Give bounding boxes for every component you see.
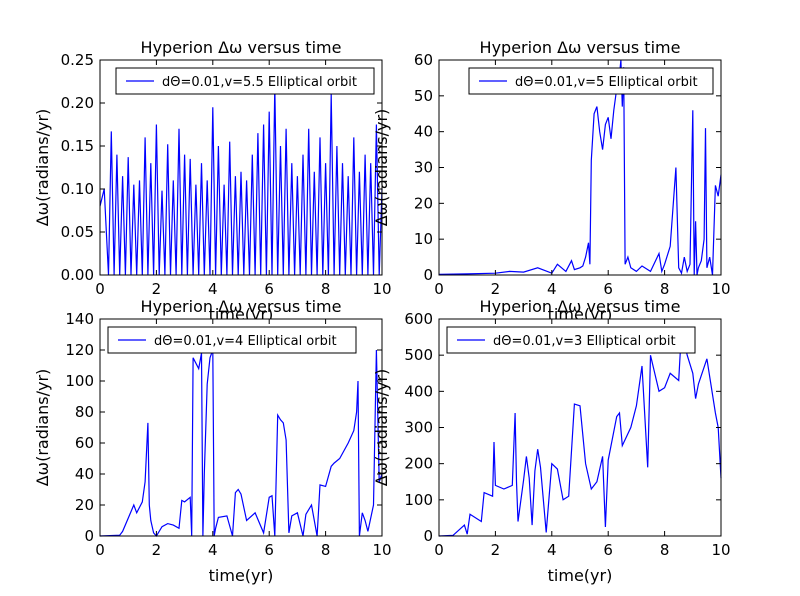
y-tick-label: 0.15 — [61, 137, 94, 155]
legend-label: dΘ=0.01,v=4 Elliptical orbit — [154, 334, 337, 349]
y-axis-label: Δω(radians/yr) — [372, 369, 391, 487]
y-tick-label: 140 — [65, 310, 94, 328]
plot-area — [439, 60, 721, 275]
x-tick-label: 4 — [208, 280, 218, 298]
series-line-1 — [99, 85, 383, 276]
x-tick-label: 2 — [152, 541, 162, 559]
x-tick-label: 0 — [434, 541, 444, 559]
x-tick-label: 0 — [95, 280, 105, 298]
y-tick-label: 10 — [414, 230, 433, 248]
chart-title: Hyperion Δω versus time — [480, 297, 681, 316]
y-tick-label: 60 — [75, 434, 94, 452]
y-tick-label: 120 — [65, 341, 94, 359]
series-line-1 — [438, 59, 722, 276]
y-tick-label: 40 — [75, 465, 94, 483]
x-tick-label: 10 — [711, 280, 730, 298]
x-tick-label: 10 — [372, 280, 391, 298]
x-tick-label: 0 — [434, 280, 444, 298]
legend: dΘ=0.01,v=5 Elliptical orbit — [468, 67, 714, 95]
y-tick-label: 0.05 — [61, 223, 94, 241]
legend-label: dΘ=0.01,v=3 Elliptical orbit — [493, 334, 676, 349]
legend-box — [107, 326, 357, 354]
x-tick-label: 2 — [491, 280, 501, 298]
chart-title: Hyperion Δω versus time — [141, 38, 342, 57]
legend-label: dΘ=0.01,v=5 Elliptical orbit — [515, 75, 698, 90]
y-tick-label: 500 — [404, 346, 433, 364]
legend-box — [468, 67, 714, 95]
y-tick-label: 0 — [423, 266, 433, 284]
x-tick-label: 10 — [372, 541, 391, 559]
y-axis-label: Δω(radians/yr) — [33, 109, 52, 227]
x-tick-label: 8 — [660, 541, 670, 559]
x-tick-label: 8 — [660, 280, 670, 298]
x-tick-label: 0 — [95, 541, 105, 559]
legend: dΘ=0.01,v=4 Elliptical orbit — [107, 326, 357, 354]
x-tick-label: 6 — [603, 541, 613, 559]
y-tick-label: 0.10 — [61, 180, 94, 198]
legend: dΘ=0.01,v=3 Elliptical orbit — [446, 326, 696, 354]
plot-area — [100, 319, 382, 536]
x-tick-label: 8 — [321, 541, 331, 559]
chart-panel-2: 0 2 4 6 8 10 0 10 20 30 40 50 60 Hyperion Δω versus t… — [372, 38, 731, 324]
legend-box — [446, 326, 696, 354]
x-tick-label: 4 — [208, 541, 218, 559]
y-tick-label: 0.25 — [61, 51, 94, 69]
chart-panel-1: 0 2 4 6 8 10 0.00 0.05 0.10 0.15 0.20 0.25 Hyperion … — [33, 38, 392, 324]
axes-frame — [99, 318, 383, 537]
x-tick-label: 10 — [711, 541, 730, 559]
x-tick-label: 6 — [264, 280, 274, 298]
y-tick-label: 0.20 — [61, 94, 94, 112]
y-tick-label: 80 — [75, 403, 94, 421]
x-tick-label: 6 — [603, 280, 613, 298]
y-tick-label: 50 — [414, 87, 433, 105]
y-tick-label: 20 — [414, 194, 433, 212]
x-tick-label: 8 — [321, 280, 331, 298]
x-axis-label: time(yr) — [209, 566, 274, 585]
x-tick-label: 6 — [264, 541, 274, 559]
x-tick-label: 2 — [491, 541, 501, 559]
y-tick-label: 300 — [404, 419, 433, 437]
chart-title: Hyperion Δω versus time — [141, 297, 342, 316]
series-line-1 — [99, 349, 383, 538]
y-tick-label: 20 — [75, 496, 94, 514]
y-tick-label: 400 — [404, 382, 433, 400]
y-tick-label: 0 — [84, 527, 94, 545]
y-tick-label: 60 — [414, 51, 433, 69]
legend-label: dΘ=0.01,v=5.5 Elliptical orbit — [162, 75, 357, 90]
y-tick-label: 100 — [404, 491, 433, 509]
chart-title: Hyperion Δω versus time — [480, 38, 681, 57]
x-axis-label: time(yr) — [548, 566, 613, 585]
axes-frame — [99, 59, 383, 276]
plot-area — [439, 319, 721, 536]
legend-box — [115, 67, 375, 95]
y-axis-label: Δω(radians/yr) — [33, 369, 52, 487]
y-axis-label: Δω(radians/yr) — [372, 109, 391, 227]
legend: dΘ=0.01,v=5.5 Elliptical orbit — [115, 67, 375, 95]
y-tick-label: 40 — [414, 123, 433, 141]
y-tick-label: 30 — [414, 159, 433, 177]
series-line-1 — [438, 329, 722, 537]
x-tick-label: 4 — [547, 280, 557, 298]
x-tick-label: 4 — [547, 541, 557, 559]
y-tick-label: 0 — [423, 527, 433, 545]
y-tick-label: 0.00 — [61, 266, 94, 284]
y-tick-label: 600 — [404, 310, 433, 328]
x-tick-label: 2 — [152, 280, 162, 298]
y-tick-label: 200 — [404, 455, 433, 473]
y-tick-label: 100 — [65, 372, 94, 390]
